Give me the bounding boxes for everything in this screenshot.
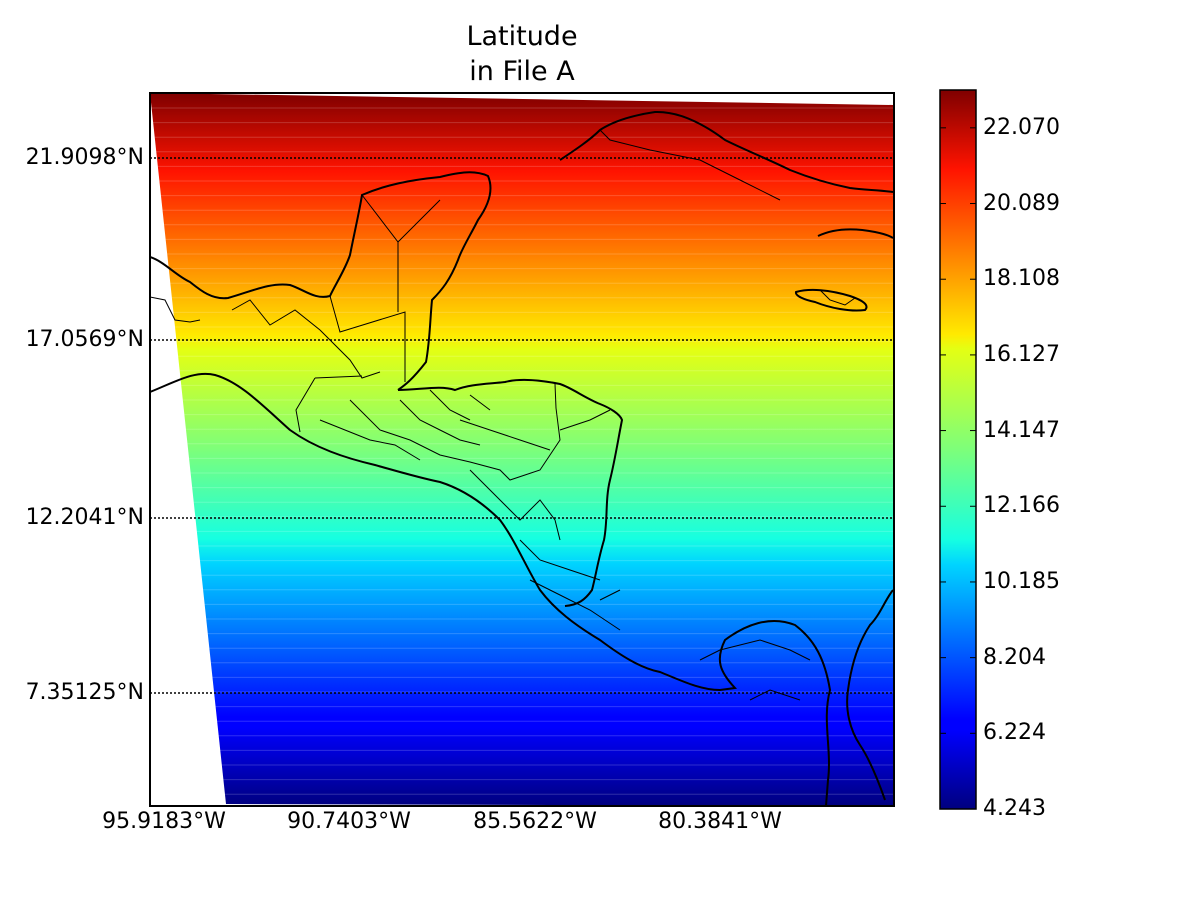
- graticule: [150, 157, 894, 694]
- map-frame: [149, 92, 895, 807]
- title-line-2: in File A: [469, 56, 575, 87]
- admin-borders: [150, 129, 856, 701]
- coastlines: [150, 110, 894, 806]
- colorbar-tick-label: 10.185: [983, 568, 1060, 594]
- colorbar-tick-label: 20.089: [983, 190, 1060, 216]
- colorbar-tick-label: 4.243: [983, 796, 1046, 821]
- meridian-label: 80.3841°W: [658, 809, 782, 834]
- title-line-1: Latitude: [466, 21, 578, 52]
- meridian-label: 90.7403°W: [287, 809, 411, 834]
- colorbar-tick-label: 14.147: [983, 417, 1060, 443]
- colorbar-tick-label: 18.108: [983, 266, 1060, 292]
- parallel-label: 17.0569°N: [25, 327, 144, 352]
- latitude-swath: [150, 93, 893, 806]
- colorbar-gradient: [940, 90, 976, 809]
- meridian-label: 95.9183°W: [102, 809, 226, 834]
- color-bands: [150, 107, 894, 795]
- parallel-label: 7.35125°N: [25, 680, 144, 705]
- colorbar-tick-label: 22.070: [983, 114, 1060, 140]
- parallel-label: 12.2041°N: [25, 505, 144, 530]
- colorbar-tick-label: 16.127: [983, 341, 1060, 367]
- colorbar-tick-label: 6.224: [983, 720, 1046, 746]
- colorbar-frame: [939, 89, 977, 810]
- colorbar: [939, 89, 977, 810]
- meridian-label: 85.5622°W: [473, 809, 597, 834]
- colorbar-tick-label: 8.204: [983, 644, 1046, 670]
- colorbar-tick-label: 12.166: [983, 493, 1060, 519]
- parallel-label: 21.9098°N: [25, 145, 144, 170]
